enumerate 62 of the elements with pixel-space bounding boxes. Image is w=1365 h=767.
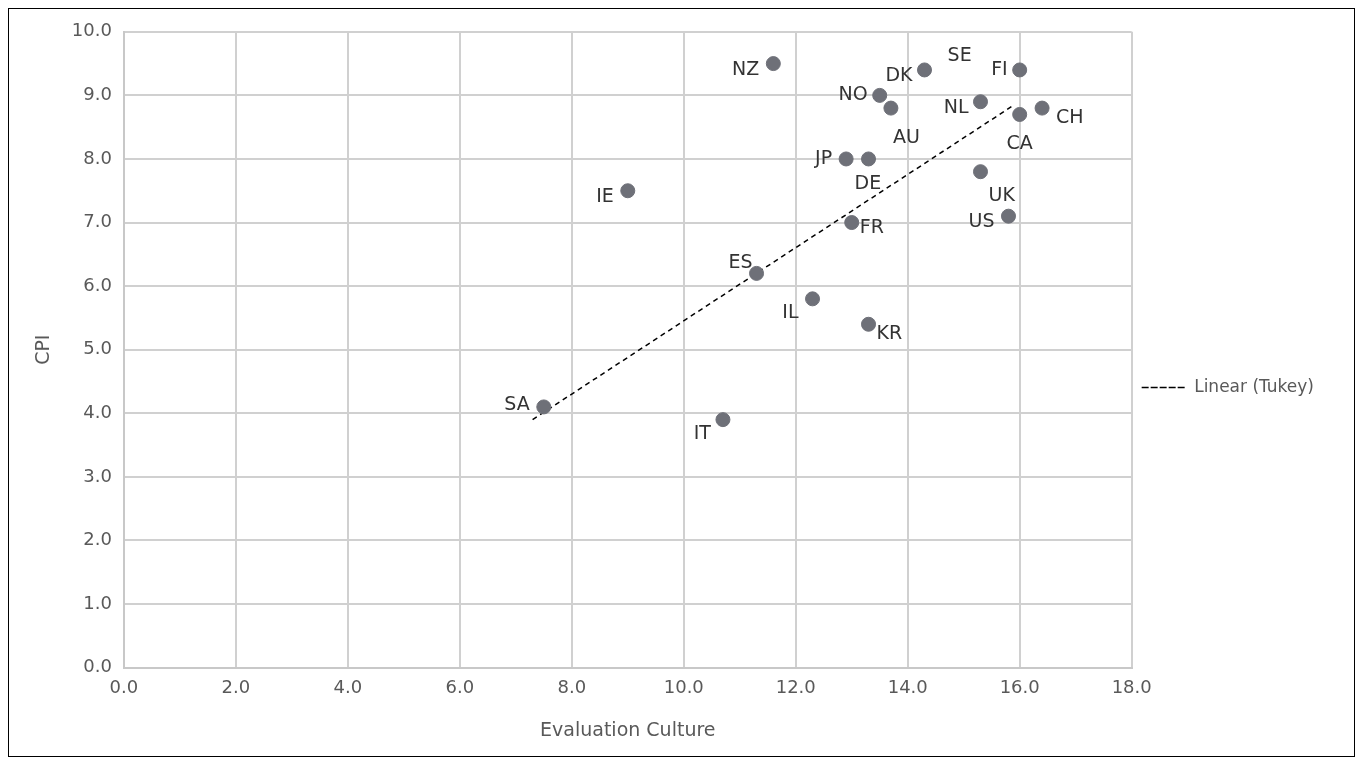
point	[715, 412, 731, 428]
x-axis-title: Evaluation Culture	[540, 717, 716, 740]
x-tick-label: 18.0	[1111, 676, 1152, 698]
point	[861, 316, 877, 332]
annotation: ES	[728, 250, 753, 273]
point	[917, 62, 933, 78]
x-tick-label: 4.0	[333, 676, 363, 698]
point	[620, 183, 636, 199]
annotation: SE	[947, 42, 972, 65]
x-tick-label: 0.0	[109, 676, 139, 698]
x-tick-label: 6.0	[445, 676, 475, 698]
y-tick-label: 8.0	[83, 146, 112, 168]
point	[1012, 62, 1028, 78]
point	[972, 94, 988, 110]
point	[1034, 100, 1050, 116]
x-tick-label: 12.0	[775, 676, 816, 698]
point	[872, 87, 888, 103]
annotation: FR	[859, 215, 884, 238]
legend-label: Linear (Tukey)	[1194, 375, 1315, 396]
y-tick-label: 2.0	[83, 528, 112, 550]
y-tick-label: 1.0	[83, 591, 112, 613]
annotation: CH	[1056, 105, 1084, 128]
annotation: CA	[1006, 131, 1033, 154]
annotation: NO	[838, 82, 868, 105]
point	[765, 56, 781, 72]
annotation: JP	[814, 145, 833, 168]
y-tick-label: 5.0	[83, 337, 112, 359]
y-tick-label: 10.0	[71, 19, 112, 41]
annotation: IT	[693, 420, 712, 443]
x-tick-label: 14.0	[887, 676, 928, 698]
point	[861, 151, 877, 167]
annotation: FI	[991, 56, 1008, 79]
y-tick-label: 3.0	[83, 464, 112, 486]
annotation: IE	[596, 183, 614, 206]
point	[536, 399, 552, 415]
x-tick-label: 10.0	[663, 676, 704, 698]
x-tick-label: 16.0	[999, 676, 1040, 698]
annotation: IL	[782, 299, 799, 322]
point	[1012, 106, 1028, 122]
point	[844, 215, 860, 231]
y-axis-title: CPI	[31, 334, 54, 365]
annotation: KR	[876, 321, 903, 344]
annotation: UK	[988, 182, 1016, 205]
annotation: NL	[943, 94, 969, 117]
x-tick-label: 8.0	[557, 676, 587, 698]
point	[805, 291, 821, 307]
y-tick-label: 0.0	[83, 655, 112, 677]
annotation: US	[968, 209, 995, 232]
y-tick-label: 4.0	[83, 400, 112, 422]
annotation: AU	[892, 125, 920, 148]
annotation: DE	[854, 170, 882, 193]
annotation: SA	[504, 391, 530, 414]
y-tick-label: 7.0	[83, 210, 112, 232]
point	[883, 100, 899, 116]
annotation: NZ	[732, 56, 760, 79]
annotation: DK	[885, 62, 914, 85]
point	[972, 164, 988, 180]
x-tick-label: 2.0	[221, 676, 251, 698]
point	[838, 151, 854, 167]
y-tick-label: 6.0	[83, 273, 112, 295]
point	[1000, 208, 1016, 224]
y-tick-label: 9.0	[83, 83, 112, 105]
